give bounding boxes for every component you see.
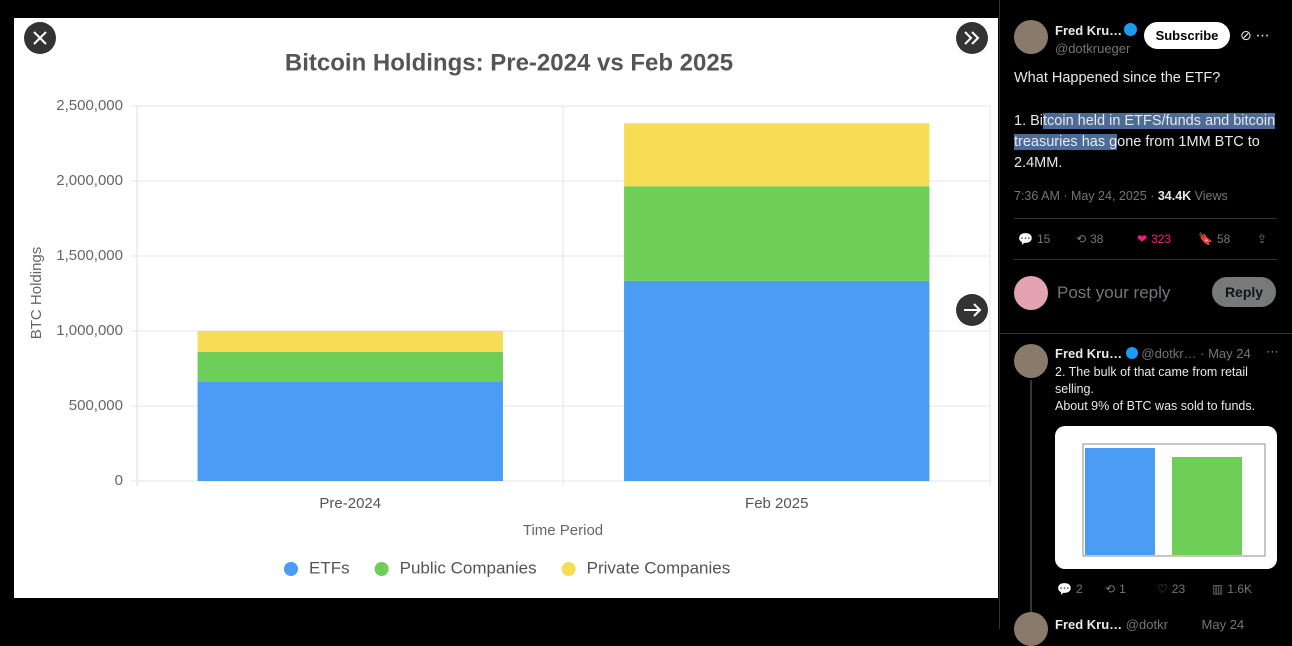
divider (1014, 218, 1277, 219)
sidebar: Fred Kru… @dotkrueger Subscribe ⊘ ⋯ What… (999, 0, 1292, 646)
author-handle[interactable]: @dotkrueger (1055, 41, 1131, 56)
like-count: 323 (1151, 232, 1172, 246)
author-name[interactable]: Fred Kru… (1055, 23, 1123, 38)
x-tick-label: Pre-2024 (319, 495, 381, 512)
repost-action[interactable]: ⟲ 38 (1076, 232, 1104, 246)
y-tick-label: 1,500,000 (56, 247, 123, 264)
more-menu[interactable]: ⋯ (1266, 344, 1279, 359)
x-tick-label: Feb 2025 (745, 495, 808, 512)
reply-action[interactable]: 💬 2 (1057, 582, 1083, 596)
y-tick-label: 0 (115, 472, 123, 489)
reply-line: About 9% of BTC was sold to funds. (1055, 399, 1256, 413)
post-body-text: one from 1MM BTC to 2.4MM. (1014, 134, 1260, 171)
y-tick-label: 1,000,000 (56, 322, 123, 339)
post-meta: 7:36 AM · May 24, 2025 · 34.4K Views (1014, 189, 1228, 203)
verified-badge (1124, 23, 1137, 36)
next-icon[interactable] (964, 303, 982, 317)
author-handle[interactable]: @dotkr… (1141, 346, 1197, 361)
views-action[interactable]: ▥ 1.6K (1212, 582, 1253, 596)
like-action[interactable]: ♡ 23 (1157, 582, 1186, 596)
like-action[interactable]: ❤ 323 (1137, 232, 1172, 246)
reply-image[interactable] (1055, 426, 1277, 569)
y-tick-label: 500,000 (69, 397, 123, 414)
reply-text: 2. The bulk of that came from retail sel… (1055, 364, 1285, 415)
author-handle[interactable]: @dotkr (1125, 617, 1168, 632)
bar-segment (624, 186, 930, 281)
collapse-icon[interactable] (964, 31, 980, 45)
next-button[interactable] (956, 294, 988, 326)
post-body: 1. Bitcoin held in ETFS/funds and bitcoi… (1014, 111, 1276, 174)
reply-count: 2 (1075, 582, 1083, 596)
repost-action[interactable]: ⟲ 1 (1105, 582, 1126, 596)
image-bar (1172, 457, 1242, 555)
share-action[interactable]: ⇪ (1257, 232, 1268, 246)
reply-action[interactable]: 💬 15 (1018, 232, 1051, 246)
thread-line (1030, 380, 1032, 625)
avatar[interactable] (1014, 344, 1048, 378)
post-time: 7:36 AM · May 24, 2025 · (1014, 189, 1158, 203)
author-name[interactable]: Fred Kru… (1055, 346, 1123, 361)
more-menu[interactable]: ⊘ ⋯ (1240, 27, 1270, 43)
author-name[interactable]: Fred Kru… (1055, 617, 1123, 632)
views-label: Views (1194, 189, 1228, 203)
bar-segment (197, 381, 503, 481)
reply-count: 15 (1036, 232, 1051, 246)
page: Bitcoin Holdings: Pre-2024 vs Feb 2025 T… (14, 0, 1292, 646)
legend-swatch (374, 562, 389, 576)
views-count: 1.6K (1227, 582, 1253, 596)
divider (1014, 259, 1277, 260)
post-body-text: 1. Bi (1014, 113, 1044, 129)
reply-date: · May 24 (1200, 346, 1251, 361)
repost-count: 38 (1090, 232, 1104, 246)
collapse-button[interactable] (956, 22, 988, 54)
image-axes (1082, 443, 1266, 557)
x-axis-title: Time Period (523, 522, 603, 539)
subscribe-button[interactable]: Subscribe (1144, 22, 1230, 49)
legend-label: ETFs (309, 558, 350, 577)
video-area: Bitcoin Holdings: Pre-2024 vs Feb 2025 T… (14, 18, 998, 598)
legend-label: Private Companies (587, 558, 731, 577)
reply-button[interactable]: Reply (1212, 277, 1276, 307)
bar-segment (197, 331, 503, 352)
bookmark-count: 58 (1216, 232, 1231, 246)
legend-swatch (561, 562, 576, 576)
repost-count: 1 (1119, 582, 1126, 596)
bookmark-action[interactable]: 🔖 58 (1198, 232, 1231, 246)
image-bar (1085, 448, 1155, 555)
y-tick-label: 2,500,000 (56, 97, 123, 114)
close-icon[interactable] (33, 31, 47, 45)
reply-header: Fred Kru… @dotkr… · May 24 (1055, 346, 1251, 361)
reply-date: May 24 (1201, 617, 1245, 632)
views-count: 34.4K (1157, 189, 1192, 203)
bar-segment (624, 123, 930, 187)
reply-header: Fred Kru… @dotkr May 24 (1055, 617, 1244, 632)
bar-segment (624, 280, 930, 481)
reply-input[interactable]: Post your reply (1057, 283, 1171, 302)
avatar[interactable] (1014, 612, 1048, 646)
y-tick-label: 2,000,000 (56, 172, 123, 189)
verified-badge (1125, 347, 1138, 359)
legend-label: Public Companies (400, 558, 537, 577)
like-count: 23 (1171, 582, 1186, 596)
close-button[interactable] (24, 22, 56, 54)
avatar[interactable] (1014, 20, 1048, 54)
divider (1000, 333, 1292, 334)
chart-title: Bitcoin Holdings: Pre-2024 vs Feb 2025 (285, 49, 733, 76)
post-heading: What Happened since the ETF? (1014, 70, 1221, 86)
legend-swatch (284, 562, 298, 576)
bar-segment (197, 352, 503, 382)
user-avatar (1014, 276, 1048, 310)
reply-line: 2. The bulk of that came from retail sel… (1055, 365, 1248, 396)
y-axis-title: BTC Holdings (28, 247, 45, 340)
